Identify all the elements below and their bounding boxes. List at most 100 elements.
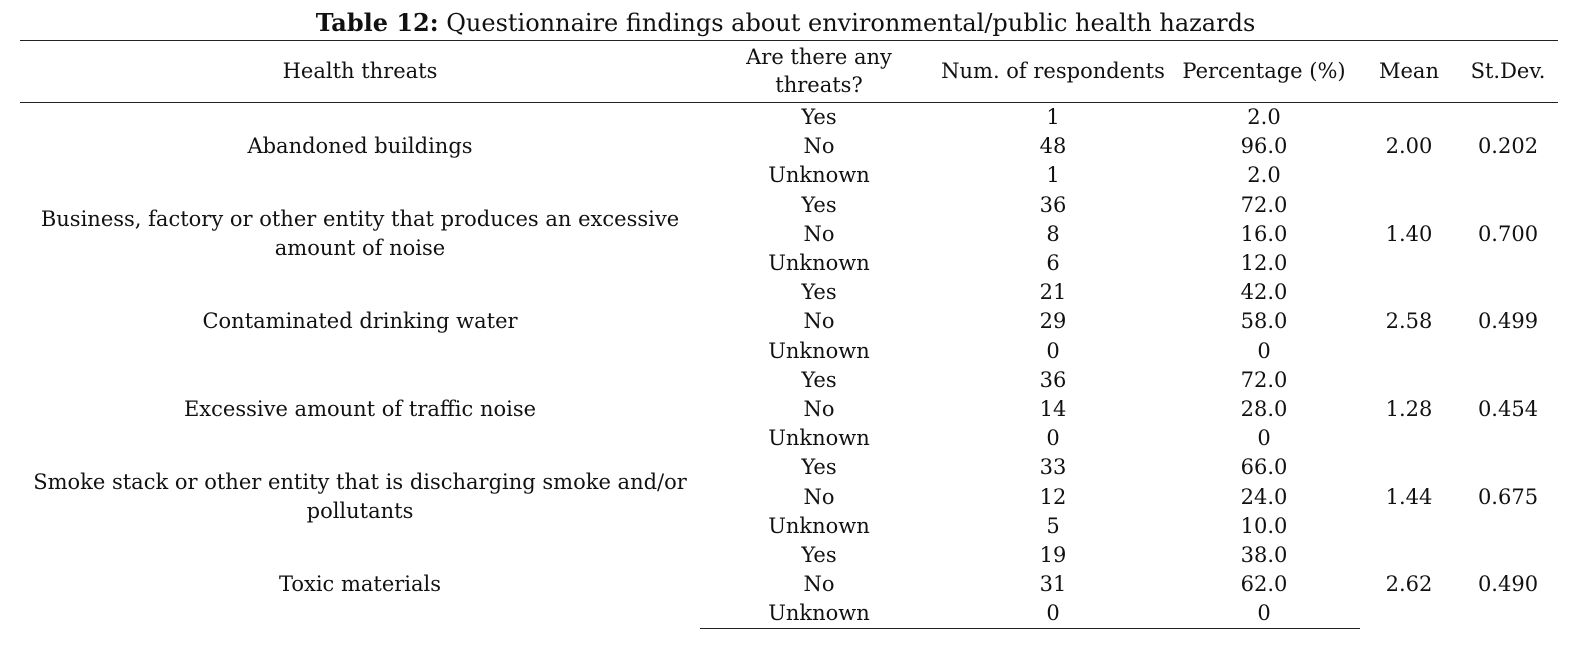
table-row: No 12 24.0 — [20, 482, 1558, 511]
respondents-cell: 8 — [1046, 221, 1060, 246]
threat-name-cell: Excessive amount of traffic noise — [183, 396, 537, 421]
percentage-cell: 72.0 — [1240, 367, 1288, 392]
answer-cell: Yes — [801, 280, 837, 305]
header-stdev: St.Dev. — [1470, 59, 1546, 83]
respondents-cell: 19 — [1039, 542, 1067, 567]
mean-cell: 2.62 — [1385, 572, 1433, 597]
table-row: Business, factory or other entity that p… — [20, 191, 1558, 261]
stdev-cell: 0.202 — [1477, 134, 1539, 159]
respondents-cell: 29 — [1039, 309, 1067, 334]
stdev-cell: 0.490 — [1477, 572, 1539, 597]
answer-cell: Yes — [801, 105, 837, 130]
table-row: Unknown 0 0 — [20, 337, 1558, 366]
header-num-respondents: Num. of respondents — [941, 59, 1165, 83]
mean-cell: 2.58 — [1385, 309, 1433, 334]
table-row: Toxic materials Yes 19 38.0 2.62 0.490 — [20, 541, 1558, 596]
percentage-cell: 24.0 — [1240, 484, 1288, 509]
threat-name-cell: Contaminated drinking water — [202, 309, 518, 334]
percentage-cell: 2.0 — [1247, 105, 1281, 130]
answer-cell: Unknown — [768, 426, 870, 451]
table-row: No 14 28.0 — [20, 395, 1558, 424]
answer-cell: No — [803, 134, 835, 159]
respondents-cell: 36 — [1039, 192, 1067, 217]
respondents-cell: 0 — [938, 599, 1168, 630]
table-row: Contaminated drinking water Yes 21 42.0 2.58… — [20, 278, 1558, 333]
percentage-cell: 96.0 — [1240, 134, 1288, 159]
answer-cell: Yes — [801, 367, 837, 392]
table-row: Unknown 0 0 — [20, 424, 1558, 453]
respondents-cell: 36 — [1039, 367, 1067, 392]
answer-cell: Unknown — [768, 251, 870, 276]
respondents-cell: 14 — [1039, 396, 1067, 421]
answer-cell: Unknown — [768, 338, 870, 363]
respondents-cell: 1 — [1046, 163, 1060, 188]
table-row: Smoke stack or other entity that is disc… — [20, 453, 1558, 523]
threat-name-cell: Smoke stack or other entity that is disc… — [33, 470, 687, 524]
respondents-cell: 31 — [1039, 572, 1067, 597]
respondents-cell: 21 — [1039, 280, 1067, 305]
percentage-cell: 12.0 — [1240, 251, 1288, 276]
answer-cell: Yes — [801, 192, 837, 217]
percentage-cell: 28.0 — [1240, 396, 1288, 421]
answer-cell: Yes — [801, 542, 837, 567]
answer-cell: Yes — [801, 455, 837, 480]
respondents-cell: 48 — [1039, 134, 1067, 159]
mean-cell: 1.44 — [1385, 484, 1433, 509]
answer-cell: No — [803, 572, 835, 597]
mean-cell: 1.28 — [1385, 396, 1433, 421]
table-container: Health threats Are there any threats? Nu… — [20, 40, 1558, 630]
respondents-cell: 0 — [1046, 338, 1060, 363]
percentage-cell: 72.0 — [1240, 192, 1288, 217]
table-body: Abandoned buildings Yes 1 2.0 2.00 0.202 No 48 9… — [20, 103, 1558, 630]
header-any-threats: Are there any threats? — [746, 45, 892, 97]
mean-cell: 2.00 — [1385, 134, 1433, 159]
header-row: Health threats Are there any threats? Nu… — [20, 40, 1558, 103]
percentage-cell: 62.0 — [1240, 572, 1288, 597]
percentage-cell: 38.0 — [1240, 542, 1288, 567]
answer-cell: No — [803, 484, 835, 509]
stdev-cell: 0.499 — [1477, 309, 1539, 334]
mean-cell: 1.40 — [1385, 221, 1433, 246]
percentage-cell: 42.0 — [1240, 280, 1288, 305]
threat-name-cell: Business, factory or other entity that p… — [40, 207, 680, 261]
answer-cell: No — [803, 396, 835, 421]
percentage-cell: 10.0 — [1240, 513, 1288, 538]
percentage-cell: 58.0 — [1240, 309, 1288, 334]
table-row: Unknown 5 10.0 — [20, 512, 1558, 541]
table-row: Unknown 6 12.0 — [20, 249, 1558, 278]
threat-name-cell: Toxic materials — [278, 572, 442, 597]
caption-text: Questionnaire findings about environment… — [438, 9, 1256, 37]
table-row: Unknown 0 0 — [20, 599, 1558, 630]
table-row: No 29 58.0 — [20, 307, 1558, 336]
percentage-cell: 2.0 — [1247, 163, 1281, 188]
table-row: No 48 96.0 — [20, 132, 1558, 161]
stdev-cell: 0.454 — [1477, 396, 1539, 421]
header-percentage: Percentage (%) — [1182, 59, 1346, 83]
caption-label: Table 12: — [315, 8, 439, 37]
stdev-cell: 0.700 — [1477, 221, 1539, 246]
table-row: Excessive amount of traffic noise Yes 36 72… — [20, 366, 1558, 421]
table-header: Health threats Are there any threats? Nu… — [20, 40, 1558, 103]
stdev-cell: 0.675 — [1477, 484, 1539, 509]
answer-cell: Unknown — [700, 599, 938, 630]
respondents-cell: 0 — [1046, 426, 1060, 451]
respondents-cell: 12 — [1039, 484, 1067, 509]
respondents-cell: 5 — [1046, 513, 1060, 538]
table-row: No 31 62.0 — [20, 570, 1558, 599]
threat-name-cell: Abandoned buildings — [247, 134, 473, 159]
percentage-cell: 16.0 — [1240, 221, 1288, 246]
answer-cell: Unknown — [768, 163, 870, 188]
answer-cell: No — [803, 309, 835, 334]
health-threats-table: Health threats Are there any threats? Nu… — [20, 40, 1558, 630]
answer-cell: Unknown — [768, 513, 870, 538]
table-caption: Table 12: Questionnaire findings about e… — [0, 6, 1571, 40]
table-row: Abandoned buildings Yes 1 2.0 2.00 0.202 — [20, 103, 1558, 158]
percentage-cell: 0 — [1168, 599, 1360, 630]
header-mean: Mean — [1379, 59, 1439, 83]
table-row: No 8 16.0 — [20, 220, 1558, 249]
percentage-cell: 0 — [1257, 338, 1271, 363]
answer-cell: No — [803, 221, 835, 246]
respondents-cell: 33 — [1039, 455, 1067, 480]
percentage-cell: 0 — [1257, 426, 1271, 451]
percentage-cell: 66.0 — [1240, 455, 1288, 480]
